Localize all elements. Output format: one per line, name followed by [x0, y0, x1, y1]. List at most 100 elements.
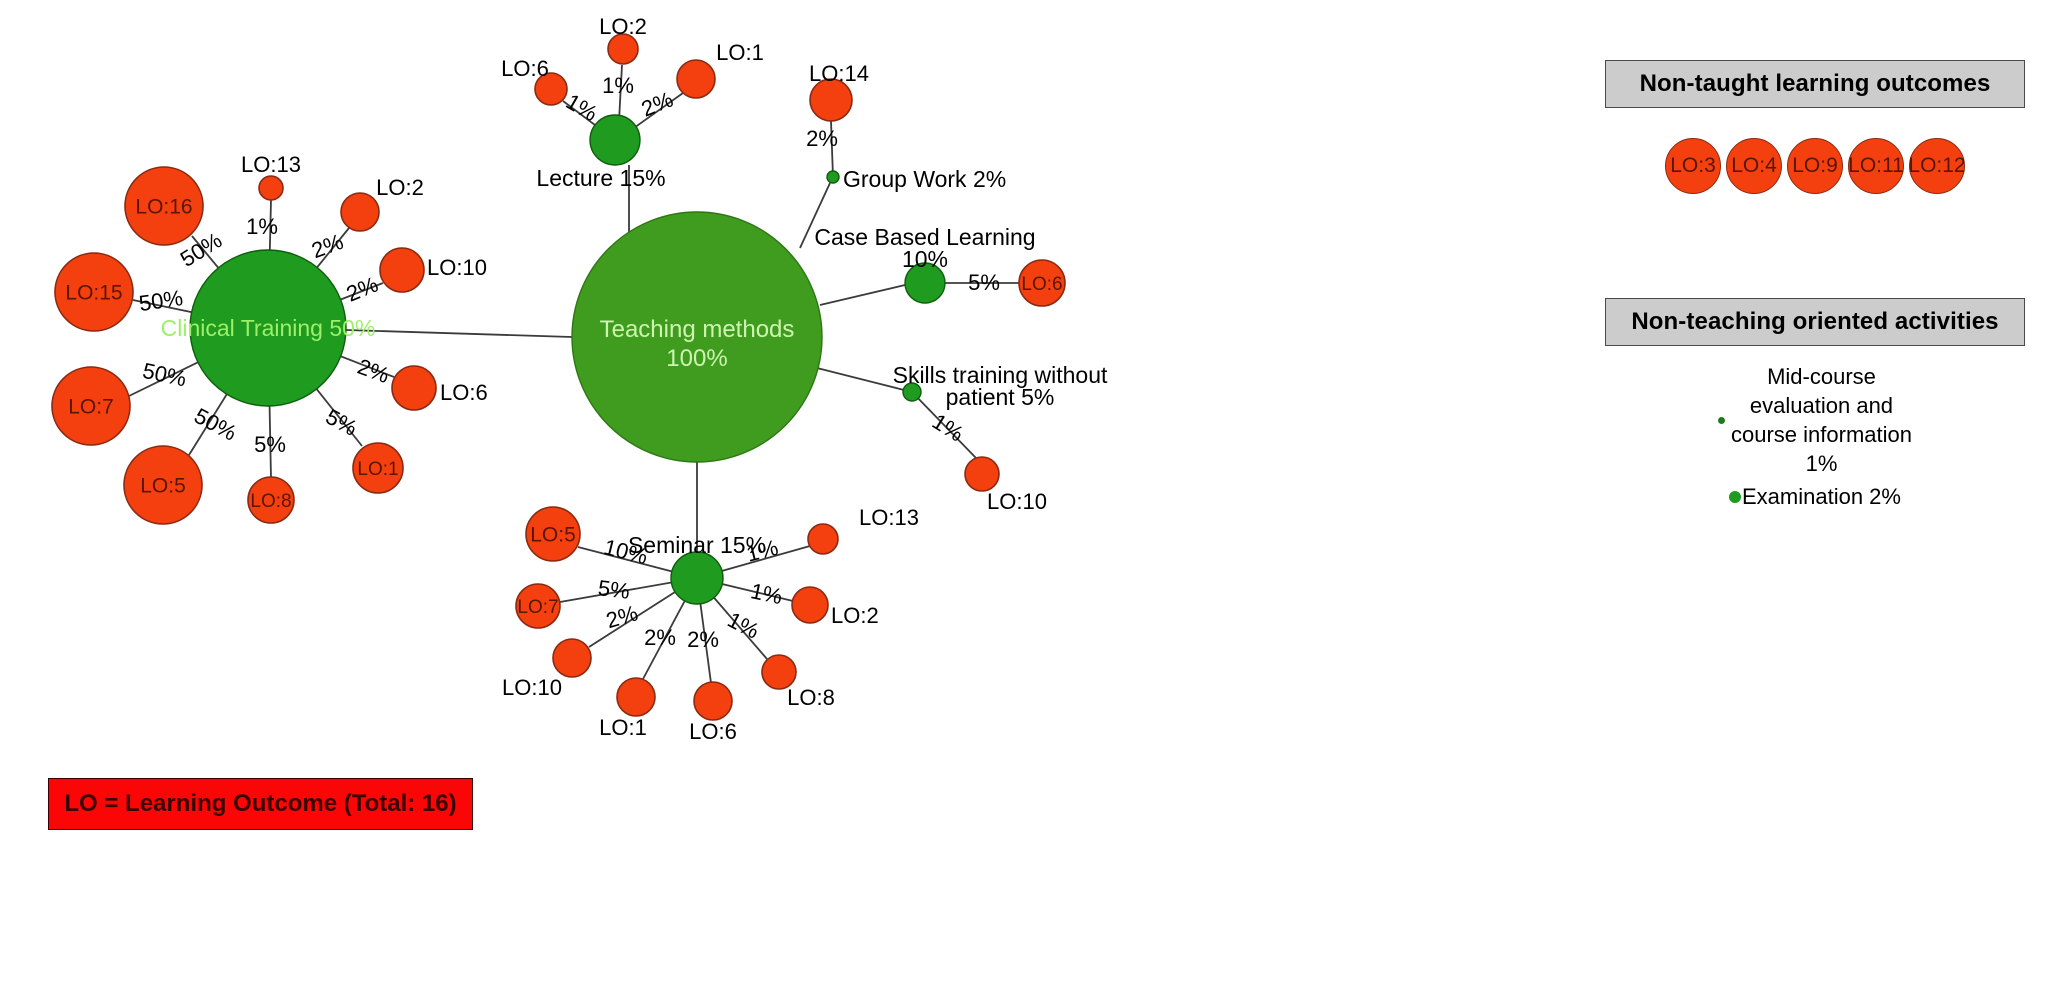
ct-lo8-label: LO:8 — [250, 491, 291, 512]
legend-lo-circle[interactable]: LO:12 — [1908, 138, 1966, 194]
case-based-learning-circle[interactable] — [904, 262, 946, 304]
non-taught-legend-items: LO:3 LO:4 LO:9 LO:11 LO:12 — [1605, 135, 2025, 197]
node-ct-lo5[interactable]: LO:5 — [123, 445, 203, 525]
pct-ct-lo6: 2% — [354, 354, 392, 388]
node-clinical-training[interactable]: Clinical Training 50% — [161, 249, 376, 407]
legend-lo-circle[interactable]: LO:11 — [1848, 138, 1904, 194]
edge-root-skills-training — [816, 367, 905, 391]
label-lec-lo1: LO:1 — [716, 40, 764, 65]
ct-lo15-circle[interactable] — [54, 252, 134, 332]
cbl-lo6-label: LO:6 — [1021, 274, 1062, 295]
node-ct-lo16[interactable]: LO:16 — [124, 166, 204, 246]
non-teaching-legend-header: Non-teaching oriented activities — [1605, 298, 2025, 346]
edge-root-clinical-training — [345, 329, 573, 338]
label-sem-lo13: LO:13 — [859, 505, 919, 530]
legend-lo-circle[interactable]: LO:3 — [1665, 138, 1721, 194]
seminar-circle[interactable] — [670, 551, 724, 605]
label-seminar: Seminar 15% — [628, 532, 766, 558]
pct-cbl-lo6: 5% — [968, 270, 1000, 295]
node-ct-lo7[interactable]: LO:7 — [51, 366, 131, 446]
node-sem-lo5[interactable]: LO:5 — [525, 506, 581, 562]
sem-lo5-label: LO:5 — [530, 524, 576, 547]
label-ct-lo10: LO:10 — [427, 255, 487, 280]
sem-lo2-circle[interactable] — [791, 586, 829, 624]
ct-lo16-circle[interactable] — [124, 166, 204, 246]
ct-lo10-circle[interactable] — [379, 247, 425, 293]
label-sem-lo6: LO:6 — [689, 719, 737, 744]
label-skills-training: Skills training without — [893, 362, 1108, 388]
pct-ct-lo2: 2% — [308, 229, 346, 263]
sem-lo6-circle[interactable] — [693, 681, 733, 721]
sem-lo8-circle[interactable] — [761, 654, 797, 690]
pct-sem-lo8: 1% — [724, 607, 764, 644]
group-work-circle[interactable] — [826, 170, 840, 184]
ct-lo13-circle[interactable] — [258, 175, 284, 201]
mid-course-line3: course information — [1731, 422, 1912, 448]
green-dot-icon — [1718, 416, 1725, 424]
mid-course-line4: 1% — [1805, 451, 1838, 477]
ct-lo7-circle[interactable] — [51, 366, 131, 446]
method-labels-layer: Lecture 15% Group Work 2% Case Based Lea… — [536, 165, 1108, 558]
pct-lec-lo6: 1% — [562, 89, 602, 127]
label-st-lo10: LO:10 — [987, 489, 1047, 514]
ct-lo5-circle[interactable] — [123, 445, 203, 525]
node-teaching-methods[interactable]: Teaching methods 100% — [571, 211, 823, 463]
st-lo10-circle[interactable] — [964, 456, 1000, 492]
gw-lo14-circle[interactable] — [809, 78, 853, 122]
sem-lo7-label: LO:7 — [517, 597, 558, 618]
pct-ct-lo15: 50% — [137, 285, 184, 316]
label-gw-lo14: LO:14 — [809, 61, 869, 86]
sem-lo1-circle[interactable] — [616, 677, 656, 717]
lec-lo1-circle[interactable] — [676, 59, 716, 99]
ct-lo2-circle[interactable] — [340, 192, 380, 232]
sem-lo7-circle[interactable] — [515, 583, 561, 629]
mid-course-evaluation-item[interactable]: Mid-course evaluation and course informa… — [1605, 362, 2025, 478]
label-ct-lo2: LO:2 — [376, 175, 424, 200]
clinical-training-circle[interactable] — [189, 249, 347, 407]
cbl-lo6-circle[interactable] — [1018, 259, 1066, 307]
pct-gw-lo14: 2% — [806, 126, 838, 151]
method-nodes-layer: Clinical Training 50% — [161, 114, 946, 605]
green-dot-icon — [1729, 491, 1741, 503]
ct-lo1-circle[interactable] — [352, 442, 404, 494]
label-group-work: Group Work 2% — [843, 166, 1006, 192]
ct-lo8-circle[interactable] — [247, 476, 295, 524]
pct-ct-lo13: 1% — [246, 214, 278, 239]
pct-ct-lo1: 5% — [322, 404, 362, 441]
outcome-nodes-layer: LO:16 LO:15 LO:7 LO:1 LO:5 LO:8 — [51, 33, 1066, 721]
non-teaching-legend-items: Mid-course evaluation and course informa… — [1605, 362, 2025, 509]
label-case-based-learning-value: 10% — [902, 246, 948, 272]
label-sem-lo1: LO:1 — [599, 715, 647, 740]
ct-lo1-label: LO:1 — [357, 459, 398, 480]
pct-ct-lo8: 5% — [254, 432, 286, 457]
label-lec-lo6: LO:6 — [501, 56, 549, 81]
legend-lo-circle[interactable]: LO:4 — [1726, 138, 1782, 194]
legend-lo-circle[interactable]: LO:9 — [1787, 138, 1843, 194]
label-skills-training-value: patient 5% — [946, 384, 1055, 410]
lecture-circle[interactable] — [589, 114, 641, 166]
node-ct-lo1[interactable]: LO:1 — [352, 442, 404, 494]
mid-course-line1: Mid-course — [1767, 364, 1876, 389]
label-ct-lo6: LO:6 — [440, 380, 488, 405]
node-sem-lo7[interactable]: LO:7 — [515, 583, 561, 629]
lec-lo2-circle[interactable] — [607, 33, 639, 65]
pct-sem-lo7: 5% — [597, 575, 632, 604]
node-cbl-lo6[interactable]: LO:6 — [1018, 259, 1066, 307]
sem-lo5-circle[interactable] — [525, 506, 581, 562]
teaching-methods-circle[interactable] — [571, 211, 823, 463]
non-taught-legend-header: Non-taught learning outcomes — [1605, 60, 2025, 108]
sem-lo13-circle[interactable] — [807, 523, 839, 555]
lec-lo6-circle[interactable] — [534, 72, 568, 106]
skills-training-circle[interactable] — [902, 382, 922, 402]
edge-root-group-work — [799, 182, 831, 249]
clinical-training-label: Clinical Training 50% — [161, 315, 376, 341]
ct-lo5-label: LO:5 — [140, 475, 186, 498]
ct-lo6-circle[interactable] — [391, 365, 437, 411]
sem-lo10-circle[interactable] — [552, 638, 592, 678]
pct-lec-lo1: 2% — [638, 87, 677, 122]
pct-sem-lo2: 1% — [748, 578, 784, 609]
pct-lec-lo2: 1% — [602, 73, 634, 98]
node-ct-lo8[interactable]: LO:8 — [247, 476, 295, 524]
node-ct-lo15[interactable]: LO:15 — [54, 252, 134, 332]
examination-item[interactable]: Examination 2% — [1605, 484, 2025, 510]
